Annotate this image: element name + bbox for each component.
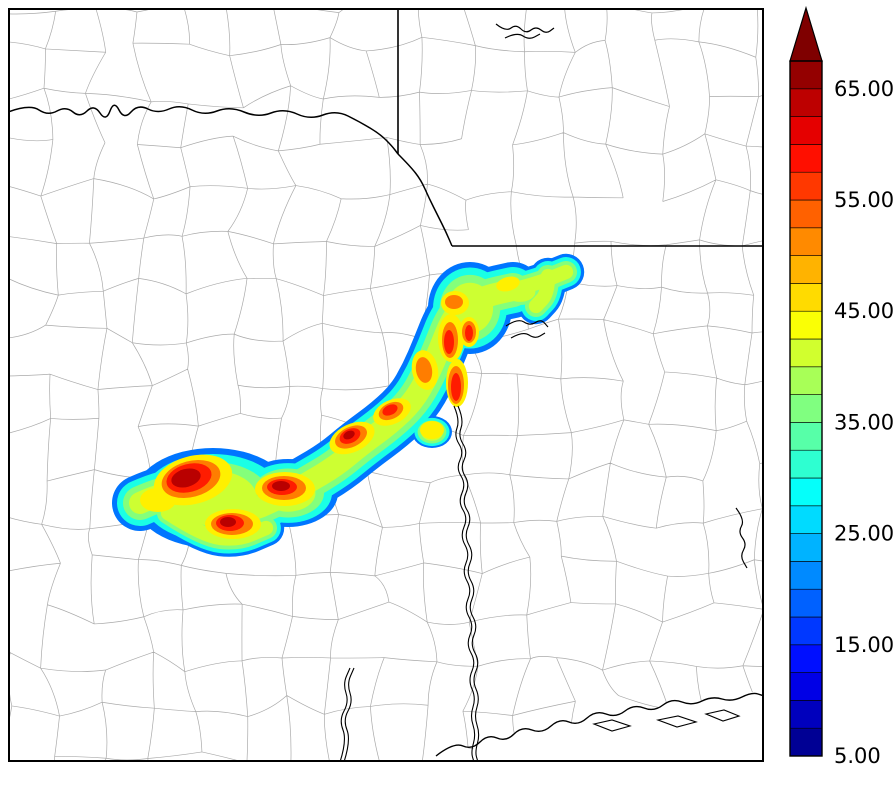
storm-core xyxy=(382,404,398,416)
colorbar-svg: 5.00 15.00 25.00 35.00 45.00 55.00 65.00 xyxy=(789,5,894,768)
storm-core xyxy=(343,430,355,440)
colorbar-segment xyxy=(789,422,823,451)
storm-core xyxy=(415,357,433,383)
storm-core xyxy=(171,468,201,488)
colorbar-segment xyxy=(789,338,823,368)
colorbar-tick-label: 45.00 xyxy=(834,299,894,323)
storm-core xyxy=(496,276,520,292)
colorbar-tick-label: 35.00 xyxy=(834,410,894,434)
storm-core xyxy=(444,330,454,354)
colorbar-segment xyxy=(789,672,823,701)
storm-core xyxy=(272,481,290,491)
colorbar-segment xyxy=(789,700,823,729)
colorbar-segment xyxy=(789,144,823,173)
colorbar-segment xyxy=(789,644,823,673)
colorbar-segment xyxy=(789,60,823,90)
island xyxy=(655,715,698,728)
rivers xyxy=(8,23,748,762)
county-boundaries xyxy=(8,8,764,762)
colorbar-segment xyxy=(789,366,823,395)
coastline xyxy=(435,692,764,757)
colorbar-segment xyxy=(789,255,823,284)
gulf-area xyxy=(435,692,764,762)
colorbar-segment xyxy=(789,505,823,534)
colorbar-segment xyxy=(789,88,823,117)
colorbar-segment xyxy=(789,199,823,229)
colorbar-over-arrow xyxy=(789,5,823,62)
colorbar-segment xyxy=(789,394,823,423)
map-frame xyxy=(8,8,764,762)
colorbar-tick-label: 15.00 xyxy=(834,633,894,657)
colorbar-segment xyxy=(789,283,823,312)
storm-core xyxy=(445,295,463,309)
colorbar-segment xyxy=(789,588,823,618)
state-boundaries xyxy=(397,8,764,247)
storm-core xyxy=(220,517,236,527)
colorbar-tick-label: 55.00 xyxy=(834,188,894,212)
island xyxy=(592,719,632,732)
colorbar-segment xyxy=(789,171,823,201)
colorbar-segment xyxy=(789,227,823,256)
colorbar: 5.00 15.00 25.00 35.00 45.00 55.00 65.00 xyxy=(789,5,894,768)
colorbar-tick-label: 65.00 xyxy=(834,77,894,101)
colorbar-segment xyxy=(789,533,823,562)
colorbar-segment xyxy=(789,477,823,507)
colorbar-outline xyxy=(789,60,823,757)
colorbar-segment xyxy=(789,310,823,340)
colorbar-tick-label: 25.00 xyxy=(834,522,894,546)
storm-core xyxy=(451,373,461,401)
storm-core xyxy=(140,488,176,512)
colorbar-segment xyxy=(789,727,823,757)
storm-core xyxy=(420,421,444,439)
gulf-fill xyxy=(436,692,764,762)
colorbar-segment xyxy=(789,616,823,646)
colorbar-tick-label: 5.00 xyxy=(834,744,881,768)
storm-core xyxy=(465,325,473,341)
colorbar-segment xyxy=(789,561,823,590)
colorbar-segment xyxy=(789,449,823,479)
storm-heatmap xyxy=(112,253,585,557)
island xyxy=(704,709,741,722)
colorbar-segment xyxy=(789,116,823,145)
map-canvas xyxy=(8,8,764,762)
